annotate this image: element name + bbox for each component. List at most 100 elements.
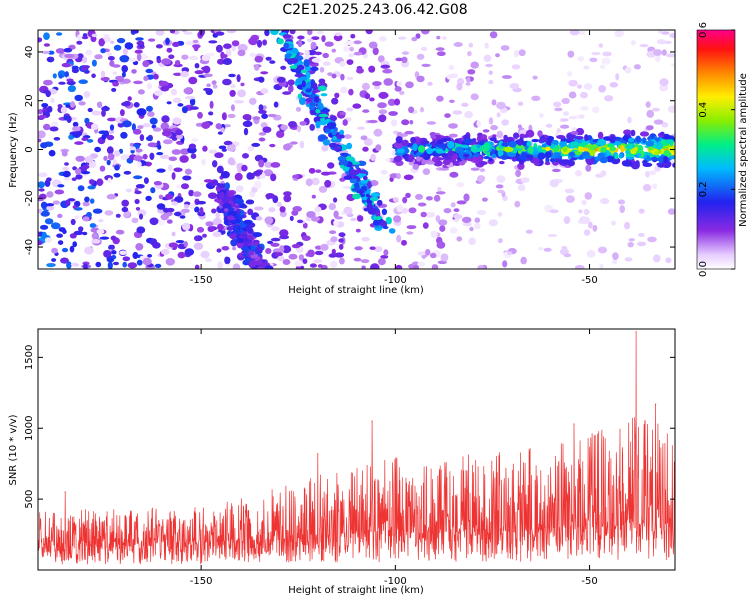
heatmap-cell [322, 139, 331, 146]
heatmap-cell [176, 184, 181, 189]
heatmap-cell [600, 147, 607, 153]
heatmap-cell [167, 164, 173, 172]
heatmap-cell [625, 153, 635, 158]
heatmap-cell [142, 257, 152, 266]
heatmap-cell [464, 110, 473, 119]
heatmap-cell [136, 108, 147, 116]
heatmap-cell [652, 107, 660, 112]
heatmap-cell [232, 246, 237, 251]
heatmap-cell [416, 53, 425, 60]
heatmap-cell [436, 51, 446, 57]
heatmap-cell [435, 47, 445, 51]
heatmap-cell [149, 217, 159, 226]
heatmap-cell [221, 246, 230, 251]
heatmap-cell [123, 48, 128, 56]
heatmap-cell [337, 155, 347, 162]
heatmap-cell [119, 250, 128, 256]
heatmap-cell [466, 157, 474, 162]
heatmap-cell [109, 124, 115, 131]
heatmap-cell [455, 146, 464, 154]
heatmap-cell [242, 253, 247, 257]
heatmap-cell [149, 117, 158, 125]
heatmap-cell [315, 212, 321, 216]
heatmap-cell [453, 42, 463, 47]
heatmap-cell [334, 92, 340, 99]
heatmap-cell [103, 250, 112, 258]
heatmap-cell [556, 135, 566, 139]
heatmap-cell [50, 222, 61, 230]
heatmap-cell [588, 221, 593, 229]
heatmap-cell [100, 48, 106, 54]
heatmap-cell [283, 42, 290, 49]
heatmap-cell [203, 87, 211, 92]
heatmap-cell [98, 38, 105, 47]
heatmap-cell [497, 211, 503, 217]
heatmap-cell [518, 155, 525, 161]
heatmap-cell [264, 30, 270, 37]
heatmap-cell [251, 142, 261, 147]
heatmap-cell [645, 170, 651, 178]
heatmap-cell [307, 249, 315, 258]
heatmap-cell [378, 36, 387, 42]
heatmap-cell [354, 246, 363, 251]
heatmap-cell [223, 140, 233, 146]
heatmap-cell [247, 146, 255, 152]
heatmap-cell [41, 50, 50, 55]
heatmap-cell [135, 148, 143, 153]
heatmap-cell [279, 235, 290, 240]
heatmap-cell [515, 144, 524, 149]
heatmap-cell [112, 71, 117, 76]
heatmap-cell [633, 64, 641, 70]
heatmap-cell [393, 98, 401, 106]
heatmap-cell [120, 131, 128, 139]
heatmap-cell [229, 89, 236, 97]
heatmap-cell [377, 102, 387, 109]
heatmap-cell [123, 100, 131, 107]
heatmap-cell [283, 194, 292, 203]
heatmap-cell [43, 79, 53, 86]
heatmap-cell [340, 73, 345, 81]
snr-peak-point [655, 403, 657, 405]
heatmap-cell [373, 128, 383, 137]
heatmap-cell [78, 79, 88, 84]
heatmap-cell [352, 193, 361, 200]
heatmap-y-ticks: -40 -20 0 20 40 [24, 46, 675, 255]
heatmap-cell [320, 108, 331, 113]
heatmap-cell [256, 39, 263, 48]
heatmap-cell [488, 70, 493, 75]
heatmap-cell [66, 80, 76, 86]
heatmap-cell [317, 264, 323, 268]
heatmap-cell [563, 111, 569, 116]
heatmap-cell [61, 62, 71, 68]
heatmap-cell [577, 56, 585, 62]
heatmap-cell [401, 119, 410, 126]
heatmap-cell [111, 87, 117, 92]
heatmap-cell [551, 139, 559, 145]
heatmap-cell [667, 105, 675, 113]
heatmap-cell [537, 145, 542, 151]
heatmap-cell [166, 101, 172, 105]
heatmap-cell [663, 150, 671, 157]
heatmap-cell [339, 61, 346, 67]
heatmap-cell [636, 152, 642, 158]
heatmap-cell [49, 126, 59, 132]
heatmap-cell [642, 162, 653, 167]
heatmap-cell [127, 262, 138, 269]
heatmap-cell [654, 151, 659, 156]
y-tick-label: 40 [24, 46, 35, 59]
heatmap-cell [120, 109, 125, 117]
heatmap-cell [333, 197, 338, 203]
heatmap-cell [121, 65, 128, 73]
snr-x-label: Height of straight line (km) [288, 585, 424, 596]
heatmap-cell [183, 87, 193, 95]
heatmap-cell [233, 218, 241, 224]
heatmap-cell [107, 177, 112, 183]
heatmap-cell [581, 200, 587, 205]
heatmap-cell [557, 155, 563, 160]
heatmap-cell [211, 179, 219, 186]
heatmap-cell [240, 246, 249, 251]
heatmap-cell [66, 261, 72, 269]
heatmap-cell [84, 117, 90, 124]
heatmap-cell [231, 44, 236, 52]
heatmap-cell [470, 61, 480, 69]
